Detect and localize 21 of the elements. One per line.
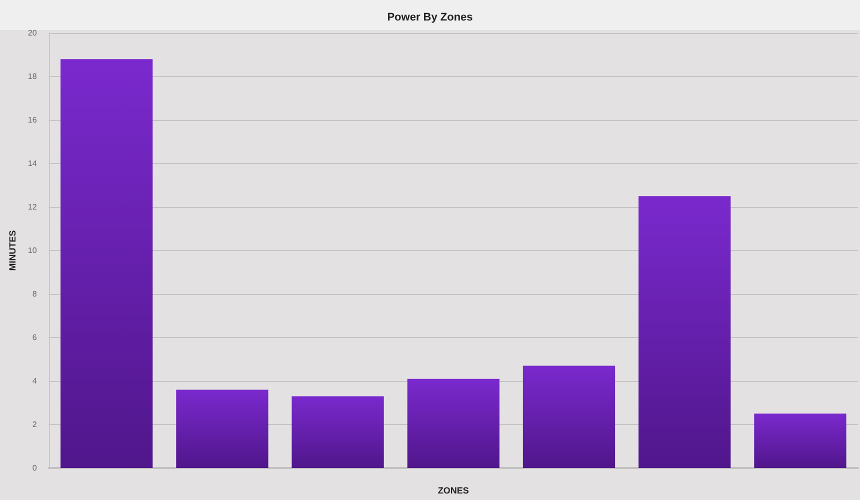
y-tick-label: 2: [32, 420, 38, 429]
y-tick-label: 4: [32, 376, 38, 386]
bar: [60, 59, 153, 468]
y-tick-label: 0: [32, 464, 38, 472]
y-tick-label: 12: [28, 202, 38, 212]
bar: [522, 366, 616, 468]
y-tick-label: 8: [32, 290, 38, 298]
y-tick-label: 6: [32, 333, 38, 342]
y-tick-label: 20: [28, 28, 38, 38]
y-tick-label: 10: [28, 246, 38, 255]
bar: [638, 196, 731, 468]
y-tick-label: 14: [28, 159, 38, 168]
y-tick-label: 18: [28, 72, 38, 81]
bar: [754, 414, 846, 468]
bar: [176, 390, 268, 468]
chart-title: Power By Zones: [387, 12, 473, 24]
y-axis-title: MINUTES: [8, 230, 18, 271]
bar: [292, 396, 384, 468]
y-tick-label: 16: [28, 116, 38, 124]
bar: [407, 378, 500, 468]
x-axis-title: ZONES: [438, 486, 469, 496]
